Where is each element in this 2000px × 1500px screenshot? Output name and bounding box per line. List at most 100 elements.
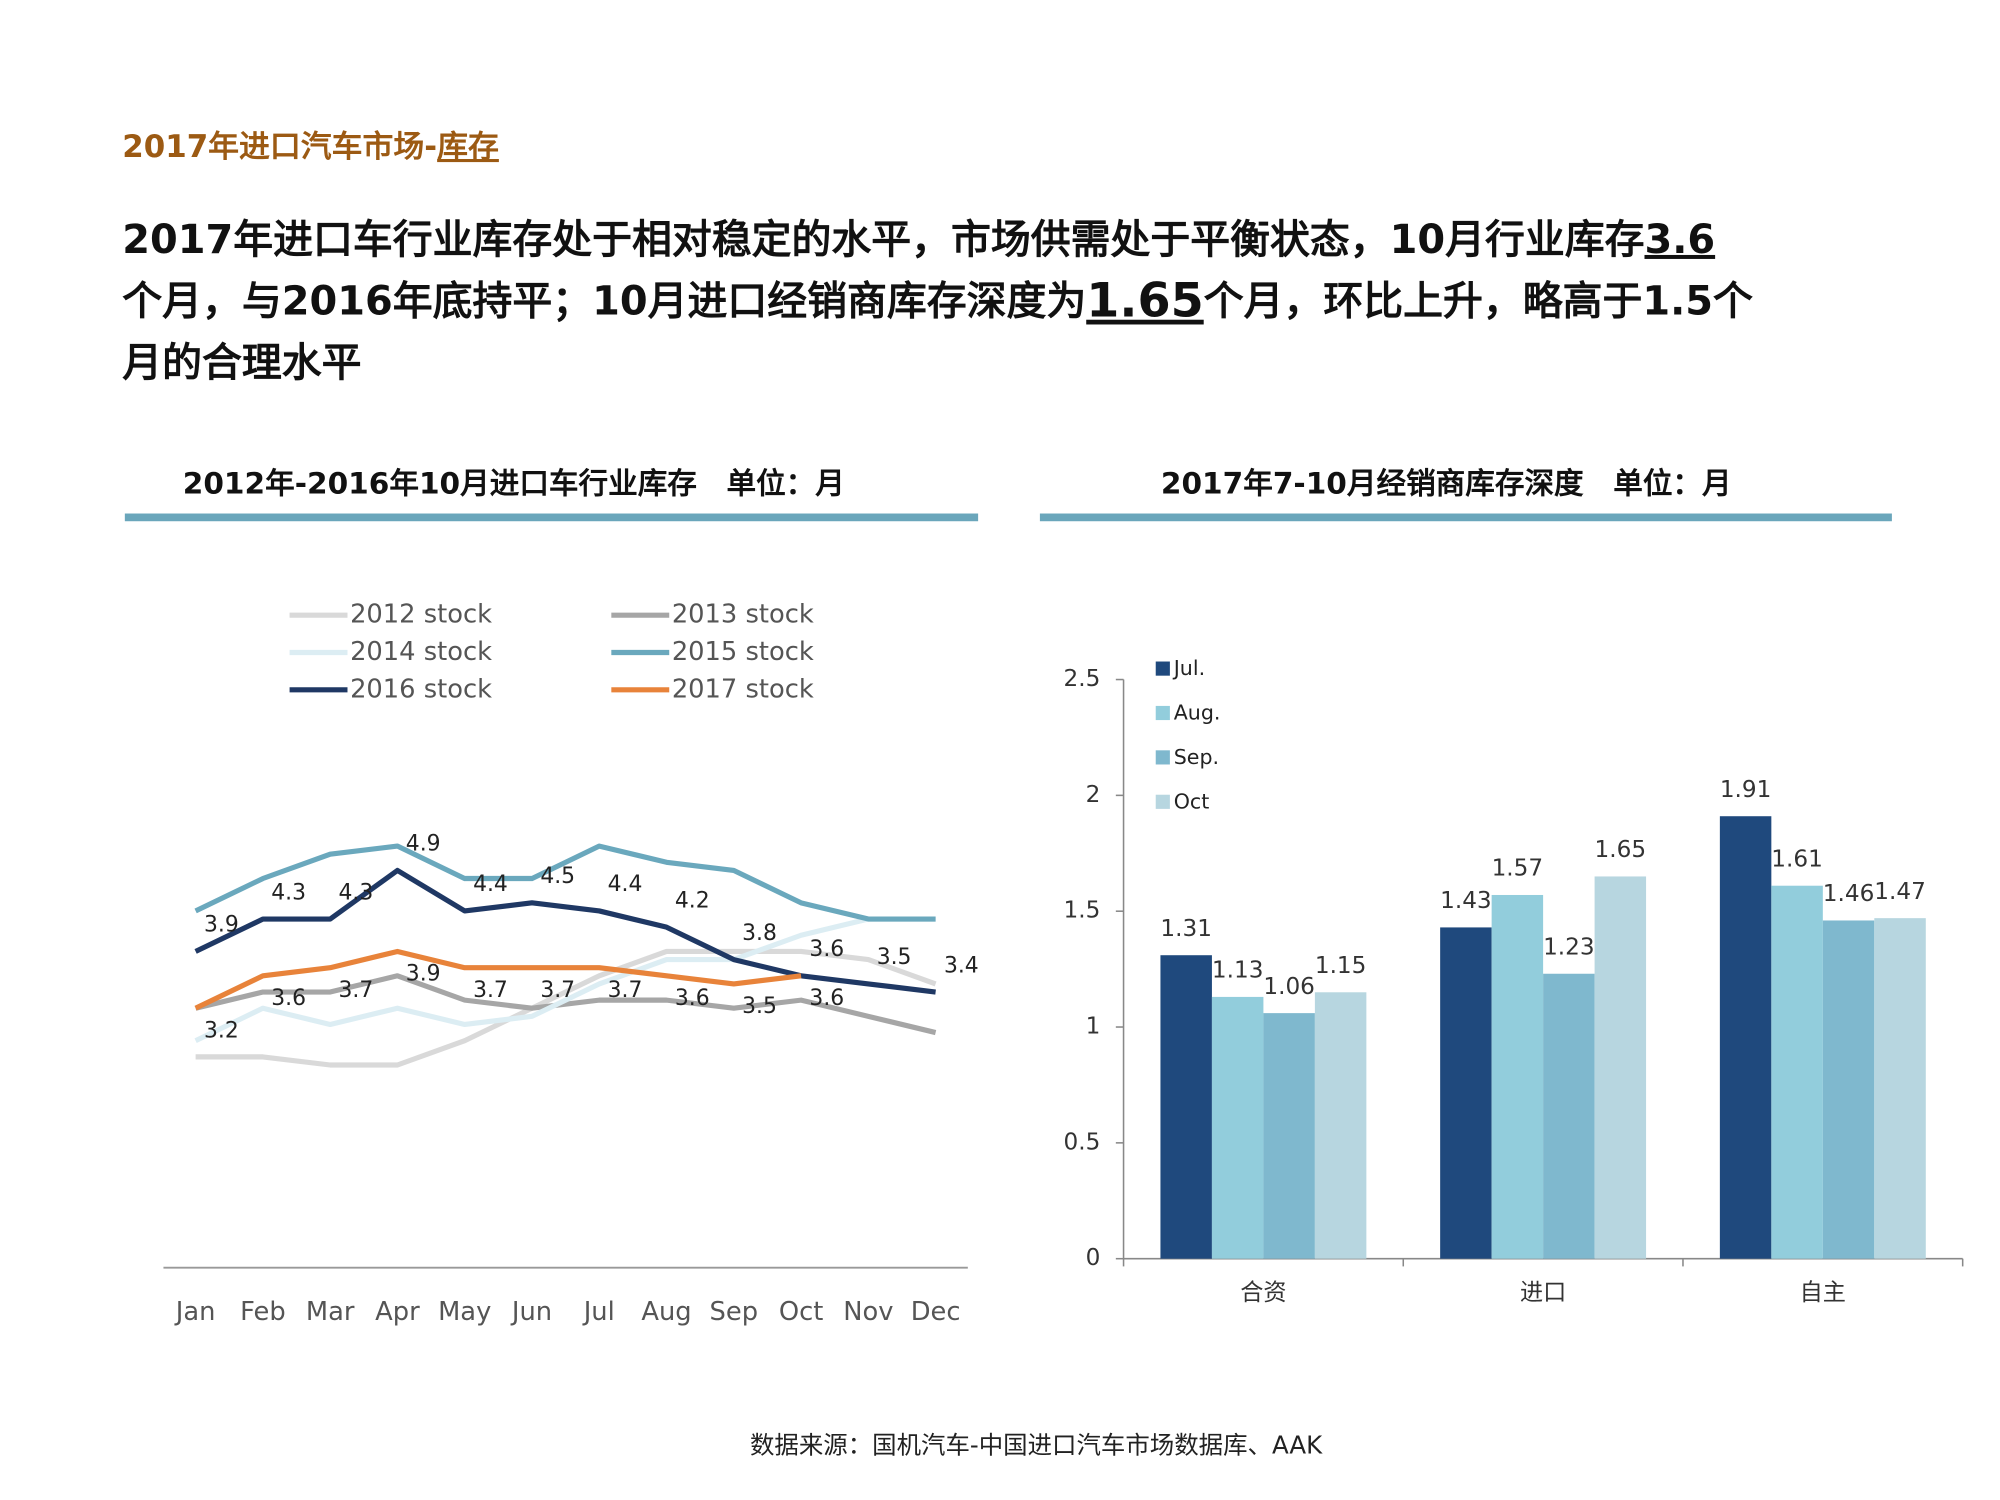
data-label: 3.7 <box>339 978 374 1003</box>
headline-text: 个月，与2016年底持平；10月进口经销商库存深度为 <box>122 278 1086 324</box>
line-series <box>194 843 936 922</box>
headline-text: 2017年进口车行业库存处于相对稳定的水平，市场供需处于平衡状态，10月行业库存 <box>122 216 1644 262</box>
x-tick-label: Jun <box>510 1297 552 1327</box>
y-tick-label: 2 <box>1086 782 1101 808</box>
data-label: 3.9 <box>204 913 239 938</box>
y-tick-label: 0.5 <box>1064 1129 1101 1155</box>
data-label: 3.6 <box>809 937 844 962</box>
x-tick-label: 合资 <box>1240 1280 1286 1306</box>
data-label: 3.9 <box>406 962 441 987</box>
data-label: 3.8 <box>742 921 777 946</box>
title-bar <box>1039 513 1892 522</box>
data-label: 1.43 <box>1440 888 1492 914</box>
bar <box>1594 876 1647 1259</box>
legend-label: 2015 stock <box>672 637 814 667</box>
bar <box>1719 816 1772 1259</box>
data-label: 1.65 <box>1595 837 1647 863</box>
data-label: 3.6 <box>675 986 710 1011</box>
legend-label: Jul. <box>1172 656 1205 680</box>
data-label: 4.2 <box>675 888 710 913</box>
y-tick-label: 1 <box>1086 1014 1101 1040</box>
bar <box>1543 973 1595 1259</box>
data-label: 4.4 <box>473 872 508 897</box>
legend-swatch <box>1155 661 1170 676</box>
x-tick-label: Jul <box>582 1297 615 1327</box>
line-series <box>194 916 936 1043</box>
legend-label: 2013 stock <box>672 600 814 630</box>
line-series <box>194 867 936 995</box>
data-label: 3.2 <box>204 1018 239 1043</box>
data-label: 1.46 <box>1823 881 1875 907</box>
headline-highlight: 1.65 <box>1086 274 1203 329</box>
legend-label: 2012 stock <box>350 600 492 630</box>
legend-swatch <box>1155 794 1170 809</box>
headline: 月的合理水平 <box>122 340 361 386</box>
data-label: 1.47 <box>1874 879 1926 905</box>
bar <box>1314 992 1367 1259</box>
data-label: 3.7 <box>608 978 643 1003</box>
data-label: 4.5 <box>540 864 575 889</box>
data-label: 3.5 <box>877 945 912 970</box>
y-tick-label: 0 <box>1086 1245 1101 1271</box>
data-label: 1.91 <box>1720 777 1772 803</box>
data-label: 3.7 <box>473 978 508 1003</box>
bar <box>1440 927 1492 1259</box>
source: 数据来源：国机汽车-中国进口汽车市场数据库、AAK <box>750 1431 1323 1460</box>
data-label: 4.9 <box>406 832 441 857</box>
chart-title: 2012年-2016年10月进口车行业库存 单位：月 <box>183 467 845 501</box>
data-label: 1.31 <box>1160 916 1212 942</box>
legend-swatch <box>1155 750 1170 765</box>
y-tick-label: 2.5 <box>1064 666 1101 692</box>
legend-label: 2016 stock <box>350 674 492 704</box>
x-tick-label: Mar <box>306 1297 355 1327</box>
title-bar <box>124 513 979 522</box>
legend-label: 2017 stock <box>672 674 814 704</box>
section-title-highlight: 库存 <box>437 129 499 165</box>
data-label: 3.6 <box>809 986 844 1011</box>
bar <box>1874 918 1926 1259</box>
x-tick-label: Oct <box>779 1297 824 1327</box>
data-label: 1.06 <box>1263 974 1315 1000</box>
legend-label: Aug. <box>1174 701 1221 725</box>
data-label: 4.3 <box>271 880 306 905</box>
section-title: 2017年进口汽车市场-库存 <box>122 129 499 165</box>
x-tick-label: Jan <box>174 1297 216 1327</box>
bar <box>1160 955 1212 1259</box>
bar <box>1211 996 1264 1259</box>
line-series <box>195 973 937 1036</box>
headline: 2017年进口车行业库存处于相对稳定的水平，市场供需处于平衡状态，10月行业库存… <box>122 216 1715 262</box>
x-tick-label: Nov <box>843 1297 893 1327</box>
data-label: 3.4 <box>944 953 979 978</box>
headline-highlight: 3.6 <box>1644 216 1715 262</box>
data-label: 1.23 <box>1543 935 1595 961</box>
x-tick-label: 自主 <box>1800 1280 1846 1306</box>
section-title-text: 2017年进口汽车市场- <box>122 129 437 165</box>
legend-label: 2014 stock <box>350 637 492 667</box>
headline: 个月，与2016年底持平；10月进口经销商库存深度为1.65个月，环比上升，略高… <box>122 274 1753 329</box>
x-tick-label: Aug <box>641 1297 691 1327</box>
legend-label: Oct <box>1174 789 1210 813</box>
data-label: 1.61 <box>1771 846 1823 872</box>
bar <box>1771 885 1823 1259</box>
bar <box>1263 1013 1315 1259</box>
legend-swatch <box>1155 705 1170 721</box>
y-tick-label: 1.5 <box>1064 898 1101 924</box>
x-tick-label: Dec <box>911 1297 961 1327</box>
bar <box>1491 894 1544 1259</box>
x-tick-label: Feb <box>240 1297 286 1327</box>
data-label: 3.5 <box>742 994 777 1019</box>
line-series <box>194 948 802 1011</box>
data-label: 1.15 <box>1315 953 1367 979</box>
bar <box>1822 920 1875 1259</box>
data-label: 1.13 <box>1212 958 1264 984</box>
chart-title: 2017年7-10月经销商库存深度 单位：月 <box>1161 467 1732 501</box>
data-label: 4.4 <box>608 872 643 897</box>
legend-label: Sep. <box>1174 745 1219 769</box>
data-label: 3.6 <box>271 986 306 1011</box>
headline-text: 个月，环比上升，略高于1.5个 <box>1204 278 1753 324</box>
line-series <box>195 948 937 1068</box>
x-tick-label: Apr <box>375 1297 420 1327</box>
data-label: 3.7 <box>540 978 575 1003</box>
x-tick-label: 进口 <box>1520 1280 1566 1306</box>
